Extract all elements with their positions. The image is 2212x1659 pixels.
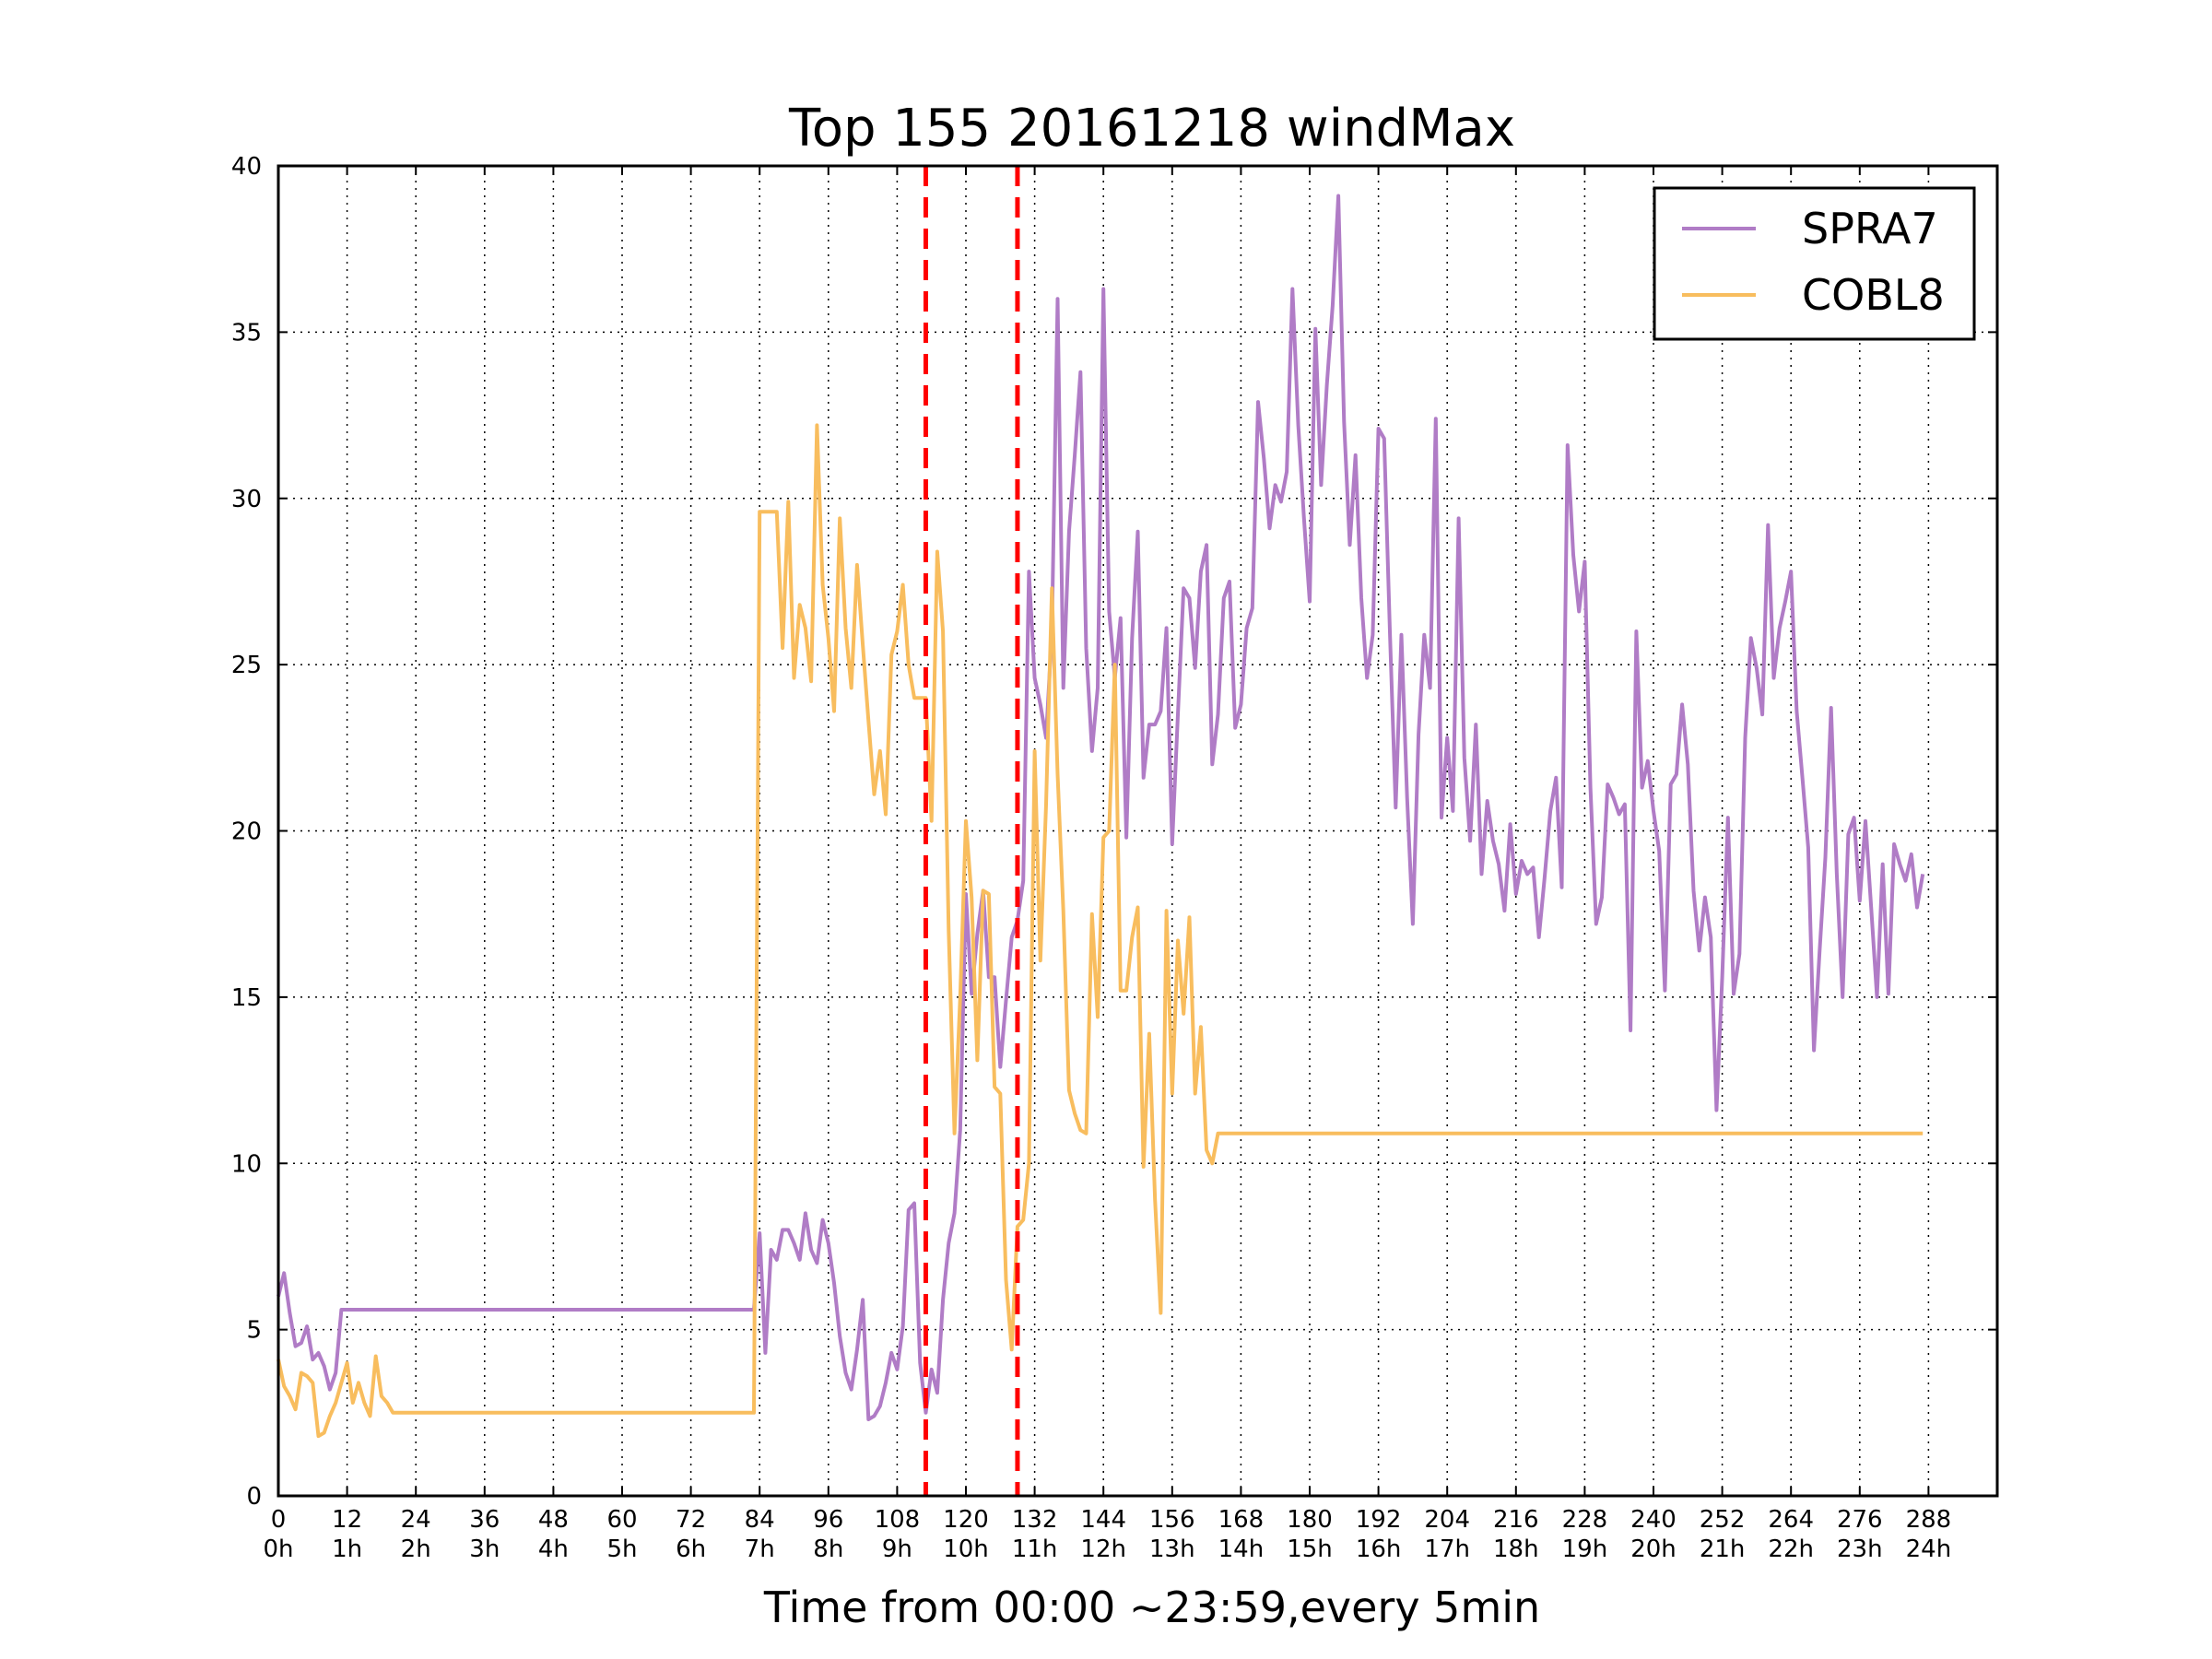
series-line-spra7 xyxy=(276,194,1925,1421)
x-tick-label: 192 xyxy=(1356,1506,1402,1534)
legend-box xyxy=(1653,186,1976,341)
x-tick-label: 204 xyxy=(1424,1506,1470,1534)
y-tick-label: 15 xyxy=(231,984,262,1012)
y-tick-label: 40 xyxy=(231,153,262,181)
x-tick-label: 264 xyxy=(1768,1506,1814,1534)
x-tick-label: 180 xyxy=(1287,1506,1333,1534)
x-tick-label: 96 xyxy=(813,1506,843,1534)
legend: SPRA7 COBL8 xyxy=(1653,186,1976,341)
x-axis-label: Time from 00:00 ~23:59,every 5min xyxy=(763,1583,1540,1632)
x-tick-sublabel: 18h xyxy=(1493,1535,1539,1563)
x-tick-sublabel: 5h xyxy=(606,1535,637,1563)
x-tick-label: 216 xyxy=(1493,1506,1539,1534)
legend-label: COBL8 xyxy=(1802,270,1945,320)
x-tick-sublabel: 1h xyxy=(332,1535,362,1563)
x-tick-label: 168 xyxy=(1218,1506,1265,1534)
x-tick-label: 156 xyxy=(1149,1506,1195,1534)
series-line-cobl8 xyxy=(276,423,1924,1439)
chart-title: Top 155 20161218 windMax xyxy=(788,99,1515,159)
x-tick-sublabel: 24h xyxy=(1906,1535,1952,1563)
x-tick-sublabel: 12h xyxy=(1080,1535,1126,1563)
plot-series xyxy=(276,194,1925,1439)
x-tick-sublabel: 3h xyxy=(469,1535,500,1563)
y-tick-label: 30 xyxy=(231,486,262,513)
legend-label: SPRA7 xyxy=(1802,204,1938,253)
x-tick-sublabel: 11h xyxy=(1012,1535,1058,1563)
x-tick-label: 144 xyxy=(1080,1506,1126,1534)
x-tick-label: 60 xyxy=(606,1506,637,1534)
x-tick-sublabel: 8h xyxy=(813,1535,843,1563)
x-tick-sublabel: 16h xyxy=(1356,1535,1402,1563)
x-tick-label: 36 xyxy=(469,1506,500,1534)
x-tick-label: 276 xyxy=(1837,1506,1883,1534)
y-tick-label: 35 xyxy=(231,319,262,347)
y-tick-label: 10 xyxy=(231,1150,262,1178)
x-tick-sublabel: 21h xyxy=(1700,1535,1746,1563)
y-tick-label: 5 xyxy=(246,1317,262,1345)
x-tick-label: 288 xyxy=(1906,1506,1952,1534)
x-tick-label: 108 xyxy=(875,1506,921,1534)
x-tick-label: 252 xyxy=(1700,1506,1746,1534)
x-tick-label: 240 xyxy=(1630,1506,1677,1534)
x-tick-sublabel: 2h xyxy=(401,1535,431,1563)
x-tick-sublabel: 7h xyxy=(745,1535,775,1563)
x-tick-sublabel: 4h xyxy=(538,1535,569,1563)
x-tick-label: 120 xyxy=(943,1506,989,1534)
x-tick-sublabel: 0h xyxy=(263,1535,293,1563)
x-tick-sublabel: 6h xyxy=(676,1535,706,1563)
x-tick-label: 24 xyxy=(401,1506,431,1534)
x-tick-sublabel: 17h xyxy=(1424,1535,1470,1563)
x-tick-sublabel: 10h xyxy=(943,1535,989,1563)
x-tick-sublabel: 9h xyxy=(882,1535,912,1563)
x-tick-sublabel: 15h xyxy=(1287,1535,1333,1563)
x-tick-label: 84 xyxy=(745,1506,775,1534)
x-tick-label: 132 xyxy=(1012,1506,1058,1534)
x-tick-sublabel: 20h xyxy=(1630,1535,1677,1563)
x-tick-sublabel: 23h xyxy=(1837,1535,1883,1563)
x-tick-sublabel: 14h xyxy=(1218,1535,1265,1563)
x-tick-sublabel: 19h xyxy=(1562,1535,1608,1563)
x-tick-label: 0 xyxy=(271,1506,287,1534)
x-tick-label: 228 xyxy=(1562,1506,1608,1534)
x-tick-label: 12 xyxy=(332,1506,362,1534)
x-tick-sublabel: 13h xyxy=(1149,1535,1195,1563)
y-tick-label: 0 xyxy=(246,1483,262,1511)
x-tick-label: 72 xyxy=(676,1506,706,1534)
y-tick-label: 25 xyxy=(231,652,262,679)
reference-lines xyxy=(923,166,1020,1496)
x-tick-label: 48 xyxy=(538,1506,569,1534)
x-tick-sublabel: 22h xyxy=(1768,1535,1814,1563)
y-tick-label: 20 xyxy=(231,818,262,846)
